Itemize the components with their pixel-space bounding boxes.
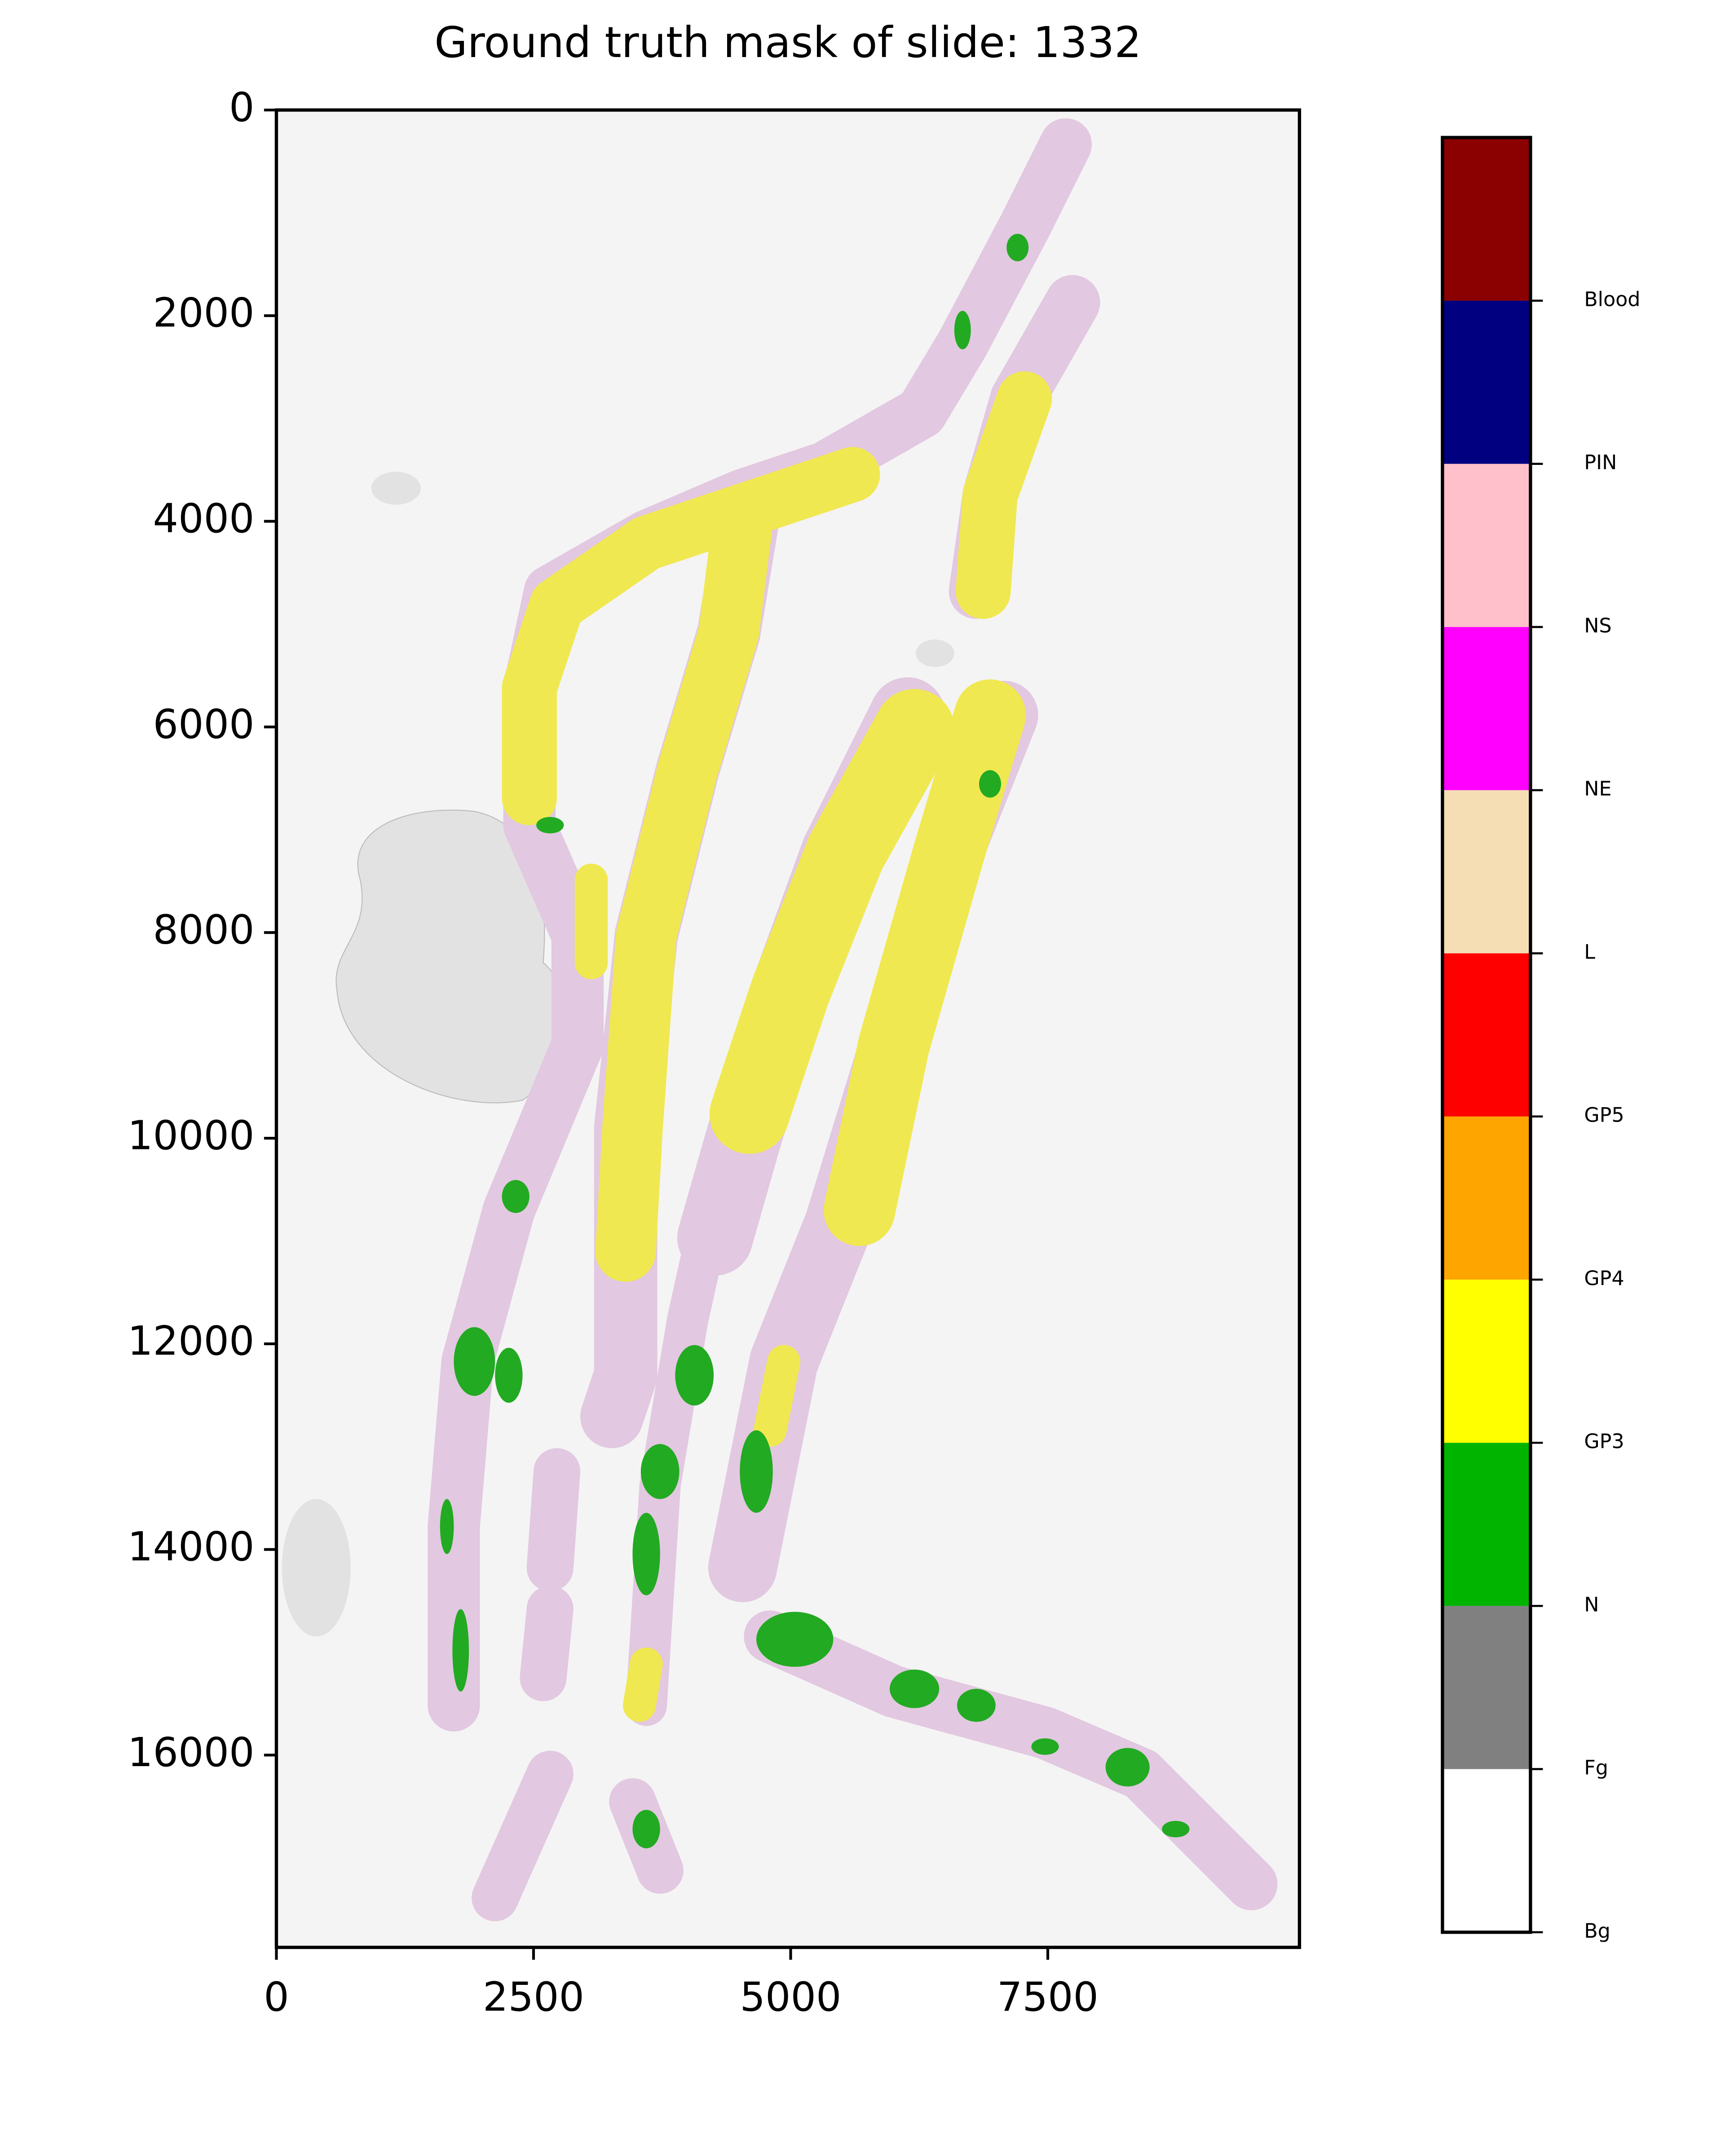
x-tick-label: 2500 <box>483 1974 584 2020</box>
colorbar-tick-label: N <box>1584 1593 1599 1616</box>
colorbar-tick-label: Blood <box>1584 288 1640 311</box>
colorbar-segment <box>1442 1769 1531 1932</box>
colorbar-segment <box>1442 464 1531 627</box>
y-tick-label: 4000 <box>153 495 255 542</box>
colorbar-segment <box>1442 953 1531 1117</box>
x-tick-label: 5000 <box>740 1974 842 2020</box>
colorbar-tick-label: L <box>1584 941 1595 963</box>
colorbar-tick-label: Fg <box>1584 1757 1608 1780</box>
y-tick-label: 14000 <box>128 1524 254 1570</box>
colorbar-tick-label: Bg <box>1584 1920 1611 1943</box>
colorbar-segment <box>1442 1116 1531 1280</box>
slide-image <box>276 110 1300 1948</box>
y-tick-label: 0 <box>229 84 255 130</box>
colorbar-segment <box>1442 300 1531 464</box>
colorbar-segment <box>1442 790 1531 954</box>
y-tick-label: 8000 <box>153 907 255 953</box>
colorbar-tick-label: GP5 <box>1584 1104 1624 1127</box>
colorbar-segment <box>1442 137 1531 301</box>
colorbar-tick-label: GP4 <box>1584 1267 1624 1290</box>
y-tick-label: 2000 <box>153 290 255 336</box>
colorbar-tick-label: GP3 <box>1584 1430 1624 1453</box>
colorbar-segment <box>1442 1443 1531 1606</box>
plot-frame <box>274 108 1302 1949</box>
chart-title: Ground truth mask of slide: 1332 <box>434 18 1141 67</box>
colorbar: Bg Fg N GP3 GP4 GP5 L NE NS PIN Blood <box>1442 137 1640 1943</box>
colorbar-segment <box>1442 1279 1531 1443</box>
x-tick-label: 0 <box>264 1974 289 2020</box>
colorbar-segment <box>1442 1606 1531 1769</box>
y-tick-label: 6000 <box>153 701 255 747</box>
y-tick-label: 12000 <box>128 1318 254 1364</box>
x-tick-label: 7500 <box>997 1974 1099 2020</box>
colorbar-tick-label: NS <box>1584 614 1611 637</box>
colorbar-segment <box>1442 627 1531 791</box>
y-tick-label: 16000 <box>128 1729 254 1776</box>
y-tick-label: 10000 <box>128 1112 254 1158</box>
colorbar-tick-label: NE <box>1584 778 1611 800</box>
colorbar-tick-label: PIN <box>1584 451 1617 474</box>
colorbar-frame <box>1441 136 1532 1934</box>
